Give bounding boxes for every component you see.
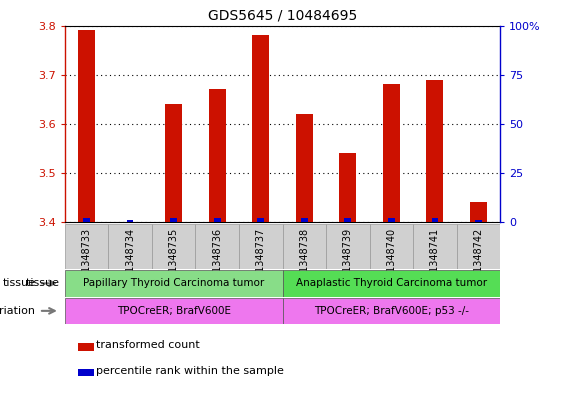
Bar [171,218,177,222]
Text: GSM1348737: GSM1348737 [256,228,266,293]
Bar [301,218,307,222]
Text: GSM1348739: GSM1348739 [343,228,353,293]
Bar [252,35,270,222]
Text: percentile rank within the sample: percentile rank within the sample [96,365,284,376]
Text: GSM1348735: GSM1348735 [169,228,179,293]
Bar [65,270,282,297]
Bar [295,114,313,222]
Bar [78,343,94,351]
Bar [345,218,351,222]
Bar [282,224,326,269]
Text: GSM1348734: GSM1348734 [125,228,135,293]
Text: Anaplastic Thyroid Carcinoma tumor: Anaplastic Thyroid Carcinoma tumor [295,278,487,288]
Bar [370,224,413,269]
Text: GSM1348742: GSM1348742 [473,228,483,293]
Bar [388,218,394,222]
Text: GSM1348738: GSM1348738 [299,228,309,293]
Text: GSM1348733: GSM1348733 [82,228,92,293]
Text: tissue: tissue [25,278,62,288]
Bar [413,224,457,269]
Bar [208,90,226,222]
Text: GSM1348740: GSM1348740 [386,228,396,293]
Text: TPOCreER; BrafV600E; p53 -/-: TPOCreER; BrafV600E; p53 -/- [314,306,469,316]
Bar [258,218,264,222]
Bar [195,224,239,269]
Bar [457,224,500,269]
Text: transformed count: transformed count [96,340,200,350]
Bar [78,369,94,376]
Text: genotype/variation: genotype/variation [0,306,36,316]
Bar [282,270,500,297]
Bar [214,218,220,222]
Bar [84,218,90,222]
Text: TPOCreER; BrafV600E: TPOCreER; BrafV600E [117,306,231,316]
Bar [426,80,444,222]
Bar [127,220,133,222]
Bar [326,224,370,269]
Bar [239,224,282,269]
Text: tissue: tissue [3,278,36,288]
Bar [152,224,195,269]
Bar [475,220,481,222]
Bar [65,298,282,324]
Bar [165,104,182,222]
Text: GSM1348736: GSM1348736 [212,228,222,293]
Text: Papillary Thyroid Carcinoma tumor: Papillary Thyroid Carcinoma tumor [83,278,264,288]
Bar [432,218,438,222]
Bar [470,202,487,222]
Bar [339,153,357,222]
Bar [78,31,95,222]
Bar [383,84,400,222]
Bar [282,298,500,324]
Text: GSM1348741: GSM1348741 [430,228,440,293]
Bar [108,224,152,269]
Bar [65,224,108,269]
Title: GDS5645 / 10484695: GDS5645 / 10484695 [208,9,357,23]
